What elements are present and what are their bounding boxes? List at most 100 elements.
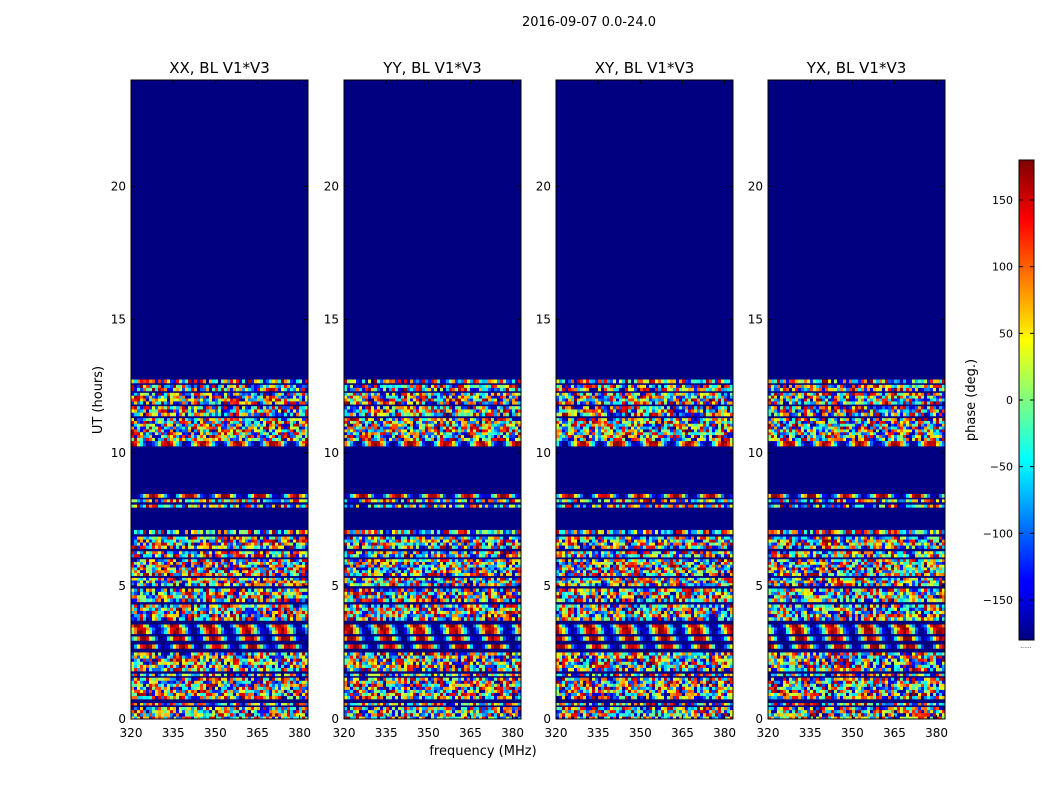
heatmap-cell xyxy=(170,409,173,413)
heatmap-cell xyxy=(143,570,146,573)
heatmap-cell xyxy=(188,674,191,676)
heatmap-cell xyxy=(218,494,221,498)
heatmap-cell xyxy=(203,380,206,384)
heatmap-cell xyxy=(200,608,203,611)
heatmap-cell xyxy=(347,681,350,684)
heatmap-cell xyxy=(155,592,158,596)
heatmap-cell xyxy=(215,401,218,404)
heatmap-cell xyxy=(254,644,257,648)
heatmap-cell xyxy=(425,681,428,684)
heatmap-cell xyxy=(272,413,275,417)
heatmap-cell xyxy=(221,652,224,655)
heatmap-cell xyxy=(188,443,191,446)
heatmap-cell xyxy=(218,530,221,534)
heatmap-cell xyxy=(170,406,173,410)
heatmap-cell xyxy=(302,568,305,571)
heatmap-cell xyxy=(218,427,221,430)
heatmap-cell xyxy=(245,385,248,388)
heatmap-cell xyxy=(509,703,512,705)
heatmap-cell xyxy=(287,393,290,396)
heatmap-cell xyxy=(194,573,197,576)
heatmap-cell xyxy=(224,627,227,631)
heatmap-cell xyxy=(188,710,191,713)
heatmap-cell xyxy=(146,565,149,568)
heatmap-cell xyxy=(221,421,224,424)
heatmap-cell xyxy=(218,668,221,671)
heatmap-cell xyxy=(281,537,284,540)
heatmap-cell xyxy=(143,421,146,424)
heatmap-cell xyxy=(248,401,251,404)
heatmap-cell xyxy=(167,652,170,655)
heatmap-cell xyxy=(281,565,284,568)
heatmap-cell xyxy=(290,396,293,399)
heatmap-cell xyxy=(167,589,170,593)
heatmap-cell xyxy=(242,644,245,648)
heatmap-cell xyxy=(503,678,506,681)
heatmap-cell xyxy=(347,693,350,696)
heatmap-cell xyxy=(215,652,218,655)
heatmap-cell xyxy=(176,687,179,690)
heatmap-cell xyxy=(149,406,152,410)
heatmap-cell xyxy=(290,656,293,659)
heatmap-cell xyxy=(146,409,149,413)
heatmap-cell xyxy=(221,427,224,430)
heatmap-cell xyxy=(170,656,173,659)
heatmap-cell xyxy=(266,665,269,668)
heatmap-cell xyxy=(251,385,254,388)
heatmap-cell xyxy=(473,678,476,681)
heatmap-cell xyxy=(290,388,293,391)
heatmap-cell xyxy=(506,696,509,699)
heatmap-cell xyxy=(215,627,218,631)
heatmap-cell xyxy=(239,583,242,586)
heatmap-cell xyxy=(503,696,506,699)
heatmap-cell xyxy=(233,713,236,716)
heatmap-cell xyxy=(239,409,242,413)
heatmap-cell xyxy=(266,429,269,432)
heatmap-cell xyxy=(176,418,179,421)
heatmap-cell xyxy=(161,551,164,554)
heatmap-cell xyxy=(263,690,266,693)
heatmap-cell xyxy=(194,624,197,627)
heatmap-cell xyxy=(185,710,188,713)
heatmap-cell xyxy=(257,605,260,608)
heatmap-cell xyxy=(296,435,299,438)
heatmap-cell xyxy=(299,559,302,562)
heatmap-cell xyxy=(437,687,440,690)
heatmap-cell xyxy=(194,589,197,593)
heatmap-cell xyxy=(182,421,185,424)
heatmap-cell xyxy=(185,583,188,586)
heatmap-cell xyxy=(272,435,275,438)
heatmap-cell xyxy=(380,710,383,713)
heatmap-cell xyxy=(134,421,137,424)
heatmap-cell xyxy=(299,429,302,432)
heatmap-cell xyxy=(269,418,272,421)
heatmap-cell xyxy=(266,505,269,508)
heatmap-cell xyxy=(209,562,212,565)
heatmap-cell xyxy=(200,396,203,399)
heatmap-cell xyxy=(191,652,194,655)
heatmap-cell xyxy=(239,546,242,549)
heatmap-cell xyxy=(197,385,200,388)
heatmap-cell xyxy=(149,443,152,446)
heatmap-cell xyxy=(242,608,245,611)
heatmap-cell xyxy=(152,595,155,599)
heatmap-cell xyxy=(227,438,230,441)
heatmap-cell xyxy=(287,599,290,603)
heatmap-cell xyxy=(209,608,212,611)
heatmap-cell xyxy=(224,707,227,710)
heatmap-cell xyxy=(221,693,224,696)
heatmap-cell xyxy=(278,630,281,634)
heatmap-cell xyxy=(254,690,257,693)
heatmap-cell xyxy=(236,429,239,432)
heatmap-cell xyxy=(161,659,164,662)
heatmap-cell xyxy=(275,581,278,584)
heatmap-cell xyxy=(203,409,206,413)
heatmap-cell xyxy=(251,599,254,603)
heatmap-cell xyxy=(263,432,266,435)
heatmap-cell xyxy=(218,674,221,676)
heatmap-cell xyxy=(473,684,476,687)
heatmap-cell xyxy=(293,562,296,565)
heatmap-cell xyxy=(260,687,263,690)
heatmap-cell xyxy=(137,565,140,568)
heatmap-cell xyxy=(188,494,191,498)
